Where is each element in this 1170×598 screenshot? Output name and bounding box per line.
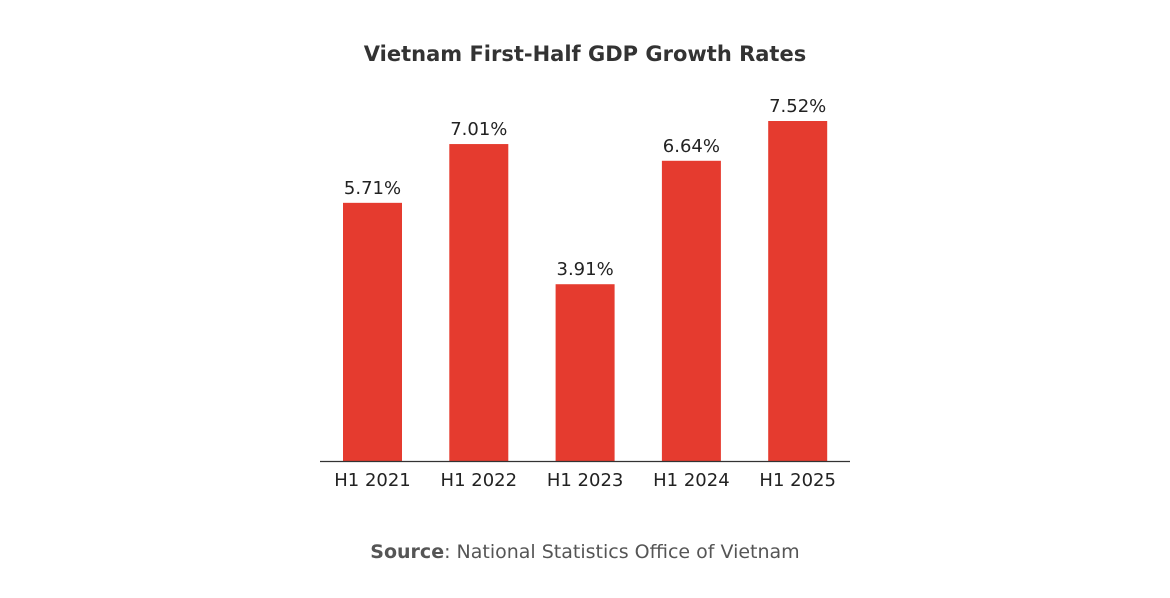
bar (661, 160, 721, 461)
source-note: Source: National Statistics Office of Vi… (0, 541, 1170, 563)
x-tick-label: H1 2022 (441, 470, 518, 491)
bar (449, 144, 509, 461)
x-tick-label: H1 2023 (547, 470, 624, 491)
bar (555, 284, 615, 461)
bar (768, 121, 828, 461)
data-label: 5.71% (344, 178, 401, 199)
data-label: 3.91% (557, 259, 614, 280)
source-text: : National Statistics Office of Vietnam (444, 541, 800, 563)
x-tick-label: H1 2024 (653, 470, 730, 491)
data-label: 7.01% (450, 119, 507, 140)
data-label: 7.52% (769, 96, 826, 117)
x-tick-label: H1 2025 (759, 470, 836, 491)
x-tick-label: H1 2021 (334, 470, 411, 491)
chart-title: Vietnam First-Half GDP Growth Rates (363, 42, 807, 66)
data-label: 6.64% (663, 136, 720, 157)
bar (343, 202, 402, 461)
source-label: Source (370, 541, 445, 563)
